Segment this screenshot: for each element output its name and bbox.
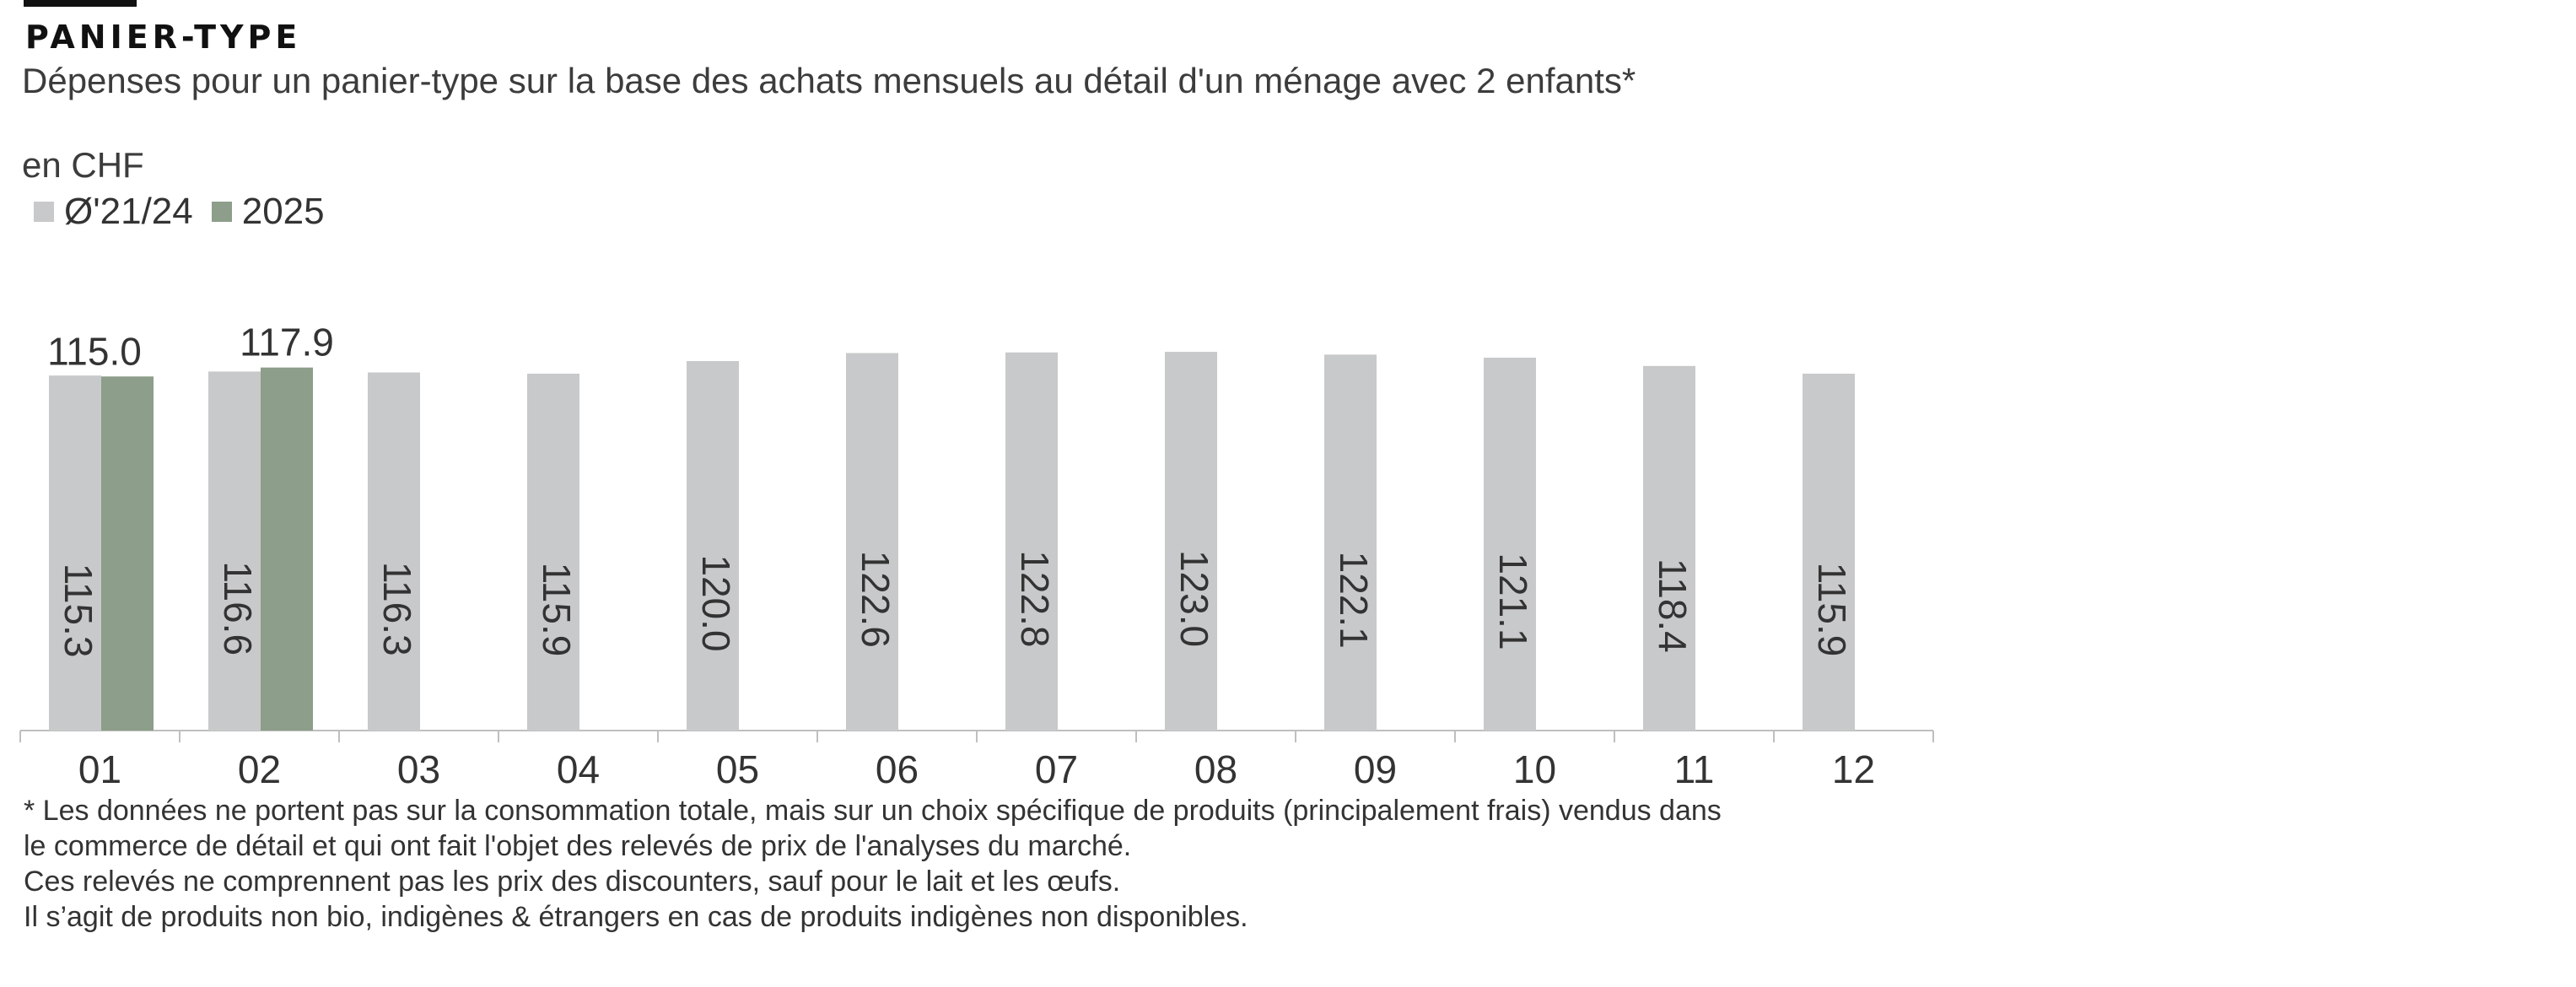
data-label-average-04: 115.9: [535, 563, 579, 657]
x-tick-label-02: 02: [238, 747, 281, 791]
unit-label: en CHF: [22, 145, 144, 185]
bar-average-02: [208, 371, 261, 731]
legend-swatch-2025: [211, 202, 232, 222]
bar-average-03: [368, 372, 420, 731]
bar-chart: 115.3 115.0 01 116.6 117.9 02 116.3 03 115.9 04 12…: [19, 321, 1934, 791]
bar-average-08: [1165, 352, 1217, 731]
footnote-line: le commerce de détail et qui ont fait l'…: [24, 830, 1132, 862]
bar-average-11: [1643, 365, 1695, 731]
data-label-average-05: 120.0: [694, 554, 738, 651]
bar-average-04: [527, 373, 579, 731]
x-tick-label-12: 12: [1832, 747, 1875, 791]
footnote-line: Il s’agit de produits non bio, indigènes…: [24, 901, 1248, 933]
footnote-line: Ces relevés ne comprennent pas les prix …: [24, 866, 1121, 898]
legend-item-2025: 2025: [211, 191, 325, 233]
data-label-2025-01: 115.0: [47, 329, 142, 373]
bar-2025-01: [101, 376, 154, 731]
legend-label-2025: 2025: [241, 191, 325, 232]
footnote-line: * Les données ne portent pas sur la cons…: [24, 795, 1722, 827]
x-tick-label-04: 04: [557, 747, 600, 791]
bar-average-10: [1484, 357, 1536, 731]
chart-kicker: PANIER-TYPE: [25, 19, 302, 56]
x-tick-label-10: 10: [1513, 747, 1556, 791]
x-tick-label-01: 01: [78, 747, 121, 791]
x-tick-label-06: 06: [876, 747, 919, 791]
legend-item-average: Ø'21/24: [34, 191, 193, 233]
data-label-average-06: 122.6: [854, 551, 897, 648]
data-label-average-02: 116.6: [216, 561, 260, 655]
data-label-average-08: 123.0: [1172, 550, 1216, 647]
data-label-average-09: 122.1: [1332, 552, 1376, 649]
x-tick-label-05: 05: [716, 747, 759, 791]
legend-swatch-average: [34, 202, 54, 222]
bar-average-05: [687, 361, 739, 731]
bar-average-07: [1005, 352, 1058, 731]
bar-average-06: [846, 353, 898, 731]
legend-label-average: Ø'21/24: [64, 191, 193, 232]
bar-average-12: [1803, 373, 1855, 731]
data-label-average-01: 115.3: [57, 564, 100, 658]
data-label-average-03: 116.3: [375, 562, 419, 656]
x-tick-label-09: 09: [1354, 747, 1397, 791]
data-label-average-11: 118.4: [1651, 558, 1695, 653]
bar-2025-02: [261, 367, 313, 731]
chart-subtitle: Dépenses pour un panier-type sur la base…: [22, 61, 1636, 100]
x-tick-label-03: 03: [397, 747, 440, 791]
footnote: * Les données ne portent pas sur la cons…: [24, 793, 1722, 935]
bar-average-01: [49, 375, 101, 731]
data-label-2025-02: 117.9: [240, 321, 334, 364]
data-label-average-07: 122.8: [1013, 550, 1057, 647]
x-tick-label-11: 11: [1674, 747, 1715, 791]
bar-average-09: [1324, 354, 1377, 731]
x-tick-label-08: 08: [1194, 747, 1237, 791]
chart-legend: Ø'21/24 2025: [34, 191, 343, 233]
x-tick-label-07: 07: [1035, 747, 1078, 791]
header-accent-rule: [24, 0, 137, 7]
data-label-average-10: 121.1: [1491, 553, 1535, 650]
data-label-average-12: 115.9: [1810, 563, 1854, 657]
